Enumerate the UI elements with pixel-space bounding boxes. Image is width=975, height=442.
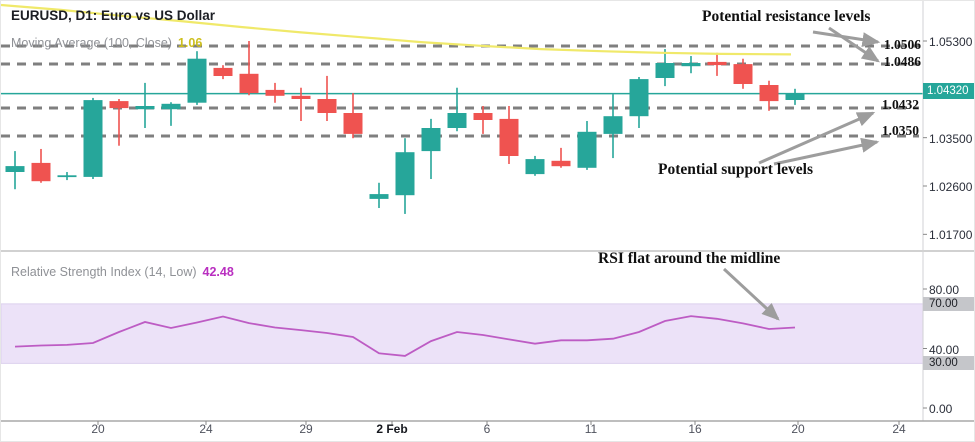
ma-indicator-value: 1.06 [177,36,203,50]
candle-body [785,93,805,100]
candle-body [213,67,233,76]
rsi-band [1,303,924,364]
price-axis-label: 1.03500 [929,132,973,146]
candle-body [577,131,597,168]
annotation-arrow-5 [722,267,780,321]
rsi-axis-label: 80.00 [929,283,960,297]
ma-indicator-label: Moving Average (100, Close) [11,36,172,50]
support-level-label-1: 1.0432 [881,97,919,112]
support-level-label-2: 1.0350 [881,123,919,138]
time-axis-label: 24 [892,422,906,436]
price-axis-label: 1.05300 [929,35,973,49]
candle-body [343,113,363,134]
resistance-annotation: Potential resistance levels [702,8,871,25]
time-axis-label: 20 [791,422,805,436]
candle-body [551,160,571,167]
resistance-level-label-1: 1.0506 [883,37,921,52]
candle-body [109,101,129,109]
candle-body [395,152,415,196]
candle-body [499,118,519,156]
time-axis-label: 11 [584,422,598,436]
candle-body [291,95,311,99]
resistance-level-label-2: 1.0486 [883,54,921,69]
ma-line [1,3,792,56]
rsi-band-badge: 70.00 [923,297,974,311]
time-axis-label: 20 [91,422,105,436]
symbol-title: EURUSD, D1: Euro vs US Dollar [11,8,216,23]
current-price-badge: 1.04320 [923,83,974,99]
candle-body [603,116,623,134]
candle-body [525,159,545,175]
price-axis-label: 1.01700 [929,228,973,242]
candle-body [707,61,727,66]
annotation-arrow-4 [773,137,880,166]
rsi-axis-label: 40.00 [929,343,960,357]
rsi-indicator-value: 42.48 [202,265,234,279]
candle-body [473,113,493,120]
candle-body [447,113,467,128]
rsi-axis-label: 0.00 [929,402,953,416]
candle-body [681,63,701,67]
candle-body [655,63,675,78]
time-axis-label: 2 Feb [376,422,408,436]
candle-body [135,106,155,110]
time-axis-label: 29 [299,422,313,436]
candle-body [629,79,649,117]
time-axis-label: 16 [688,422,702,436]
support-annotation: Potential support levels [658,161,813,178]
candle-body [57,175,77,178]
time-axis-label: 6 [483,422,491,436]
rsi-indicator-label: Relative Strength Index (14, Low) [11,265,197,279]
candle-body [733,64,753,84]
candle-body [421,128,441,152]
candle-body [31,162,51,182]
candle-body [369,194,389,199]
price-axis-label: 1.02600 [929,180,973,194]
ma-indicator-row: Moving Average (100, Close) 1.06 [11,34,202,52]
annotation-arrow-3 [758,111,876,165]
rsi-line [14,315,796,357]
candle-body [187,58,207,103]
rsi-band-badge: 30.00 [923,356,974,370]
rsi-annotation: RSI flat around the midline [598,250,781,267]
candle-body [759,85,779,102]
candle-body [161,103,181,110]
candle-body [83,100,103,177]
annotation-arrow-1 [812,30,881,48]
candle-body [5,166,25,172]
candle-body [317,99,337,113]
time-axis-label: 24 [199,422,213,436]
candle-body [239,73,259,94]
rsi-indicator-row: Relative Strength Index (14, Low) 42.48 [11,263,234,281]
candle-body [265,89,285,96]
annotation-arrow-2 [828,26,880,63]
